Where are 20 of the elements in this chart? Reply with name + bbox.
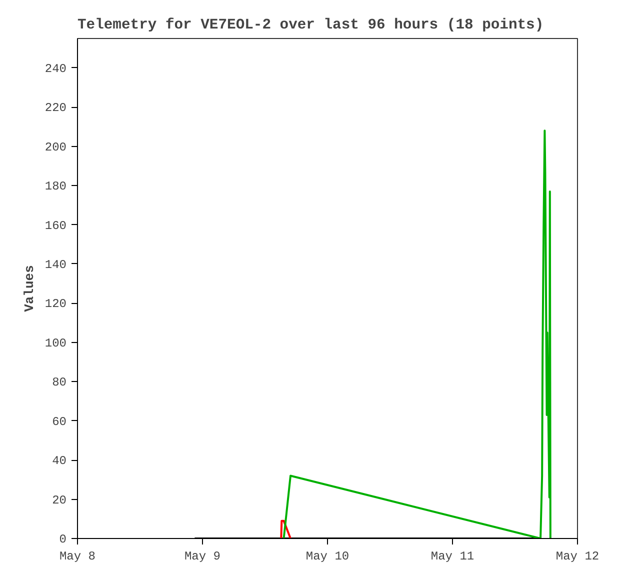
- y-tick-label: 100: [44, 336, 67, 350]
- y-tick-label: 160: [44, 218, 67, 233]
- y-tick-label: 40: [52, 454, 67, 468]
- x-tick-label: May 12: [556, 550, 600, 564]
- y-tick-label: 80: [52, 376, 67, 390]
- y-tick-label: 240: [44, 62, 67, 76]
- y-tick-label: 140: [44, 258, 67, 272]
- y-tick-label: 220: [44, 101, 67, 116]
- y-tick-label: 60: [52, 414, 67, 429]
- chart-title: Telemetry for VE7EOL-2 over last 96 hours (18 points): [78, 18, 544, 34]
- y-tick-label: 120: [44, 297, 67, 312]
- x-tick-label: May 8: [59, 550, 96, 564]
- x-tick-label: May 11: [430, 550, 474, 564]
- y-tick-label: 200: [44, 140, 67, 154]
- y-tick-label: 0: [59, 532, 66, 546]
- y-tick-label: 20: [52, 493, 67, 508]
- y-axis-title: Values: [22, 264, 37, 312]
- x-tick-label: May 9: [184, 550, 221, 564]
- y-tick-label: 180: [44, 180, 67, 194]
- x-tick-label: May 10: [306, 550, 350, 564]
